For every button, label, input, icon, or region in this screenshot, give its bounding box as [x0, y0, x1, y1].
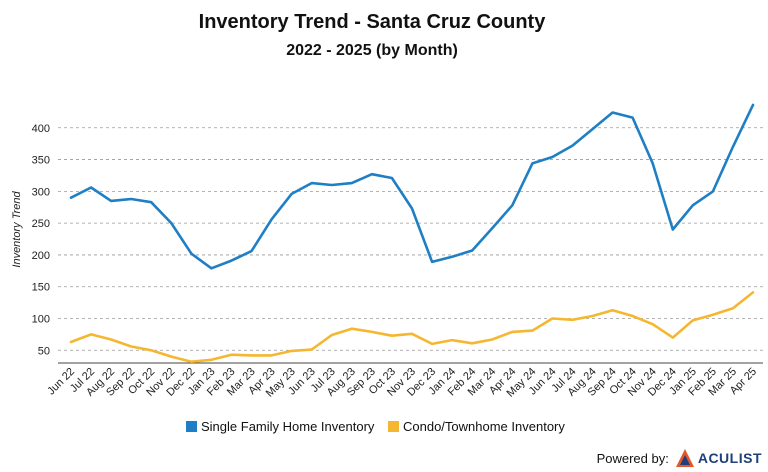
legend-swatch-condo — [388, 421, 399, 432]
gridlines — [58, 127, 763, 351]
y-axis-label: Inventory Trend — [11, 191, 23, 268]
y-tick-label: 100 — [32, 314, 50, 326]
y-tick-label: 350 — [32, 155, 50, 167]
y-tick-label: 150 — [32, 282, 50, 294]
brand-logo: ACULIST — [675, 448, 762, 468]
y-tick-label: 50 — [38, 345, 50, 357]
line-condo-townhome — [69, 291, 755, 364]
legend-swatch-single-family — [186, 421, 197, 432]
footer: Powered by: ACULIST — [597, 448, 762, 468]
chart-title: Inventory Trend - Santa Cruz County — [199, 11, 547, 33]
aculist-logo-icon — [675, 449, 694, 467]
powered-by-label: Powered by: — [596, 450, 669, 466]
legend-label-condo: Condo/Townhome Inventory — [403, 419, 565, 434]
chart-subtitle: 2022 - 2025 (by Month) — [286, 42, 458, 59]
brand-name: ACULIST — [697, 450, 762, 466]
y-tick-label: 200 — [32, 250, 50, 262]
legend: Single Family Home Inventory Condo/Townh… — [186, 419, 565, 434]
y-tick-label: 300 — [32, 186, 50, 198]
legend-label-single-family: Single Family Home Inventory — [201, 419, 375, 434]
y-tick-label: 400 — [32, 123, 50, 135]
series-lines — [69, 103, 755, 364]
y-axis-ticks: 50 100 150 200 250 300 350 400 — [32, 123, 50, 357]
y-tick-label: 250 — [32, 218, 50, 230]
line-single-family — [69, 103, 755, 270]
